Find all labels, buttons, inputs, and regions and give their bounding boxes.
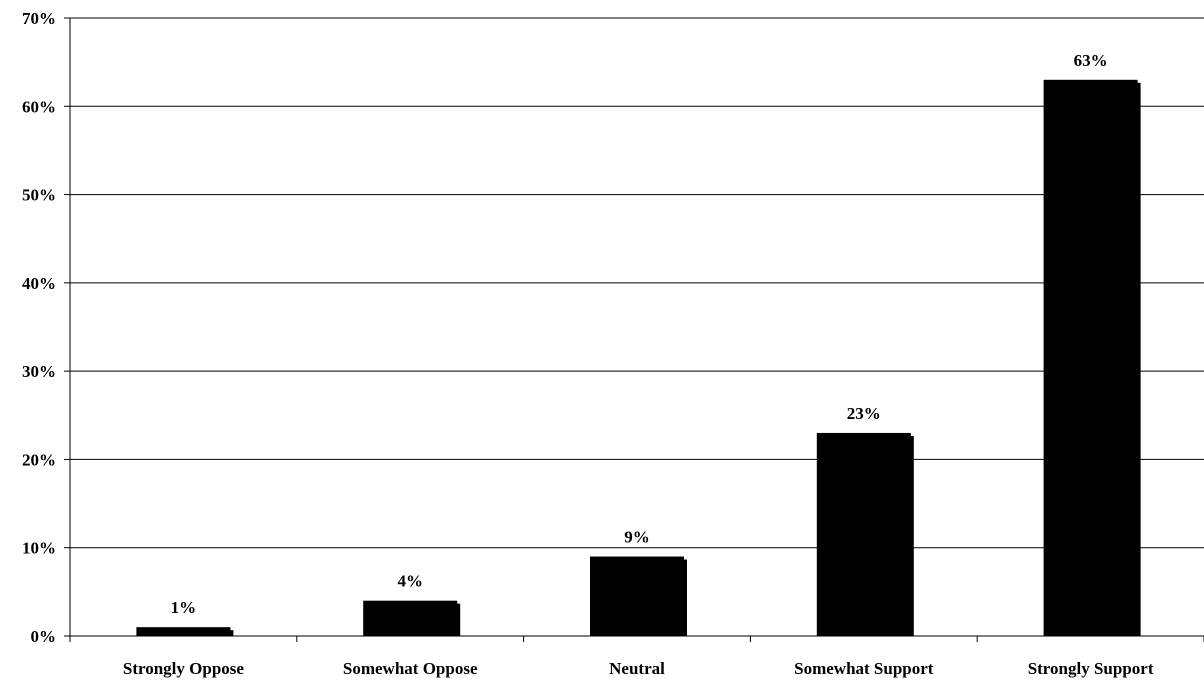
x-category-label: Neutral [609,659,665,678]
bar [590,557,684,636]
bar [136,627,230,636]
x-axis-category-labels: Strongly Oppose Somewhat Oppose Neutral Som… [123,659,1154,678]
y-tick-label: 0% [31,627,57,646]
bar-data-label: 4% [397,572,423,591]
y-tick-label: 60% [22,97,56,116]
bar [1044,80,1138,636]
bar-data-label: 9% [624,528,650,547]
y-tick-label: 70% [22,9,56,28]
bars [136,80,1140,636]
axes [70,18,1204,642]
x-category-label: Somewhat Support [794,659,934,678]
y-tick-label: 50% [22,186,56,205]
y-tick-label: 10% [22,539,56,558]
y-tick-label: 30% [22,362,56,381]
y-tick-label: 20% [22,450,56,469]
bar [363,601,457,636]
data-labels: 1% 4% 9% 23% 63% [171,51,1108,617]
x-category-label: Strongly Support [1028,659,1154,678]
y-tick-label: 40% [22,274,56,293]
y-axis-ticks: 0% 10% 20% 30% 40% 50% 60% 70% [22,9,70,646]
bar-data-label: 23% [847,404,881,423]
x-category-label: Somewhat Oppose [343,659,478,678]
bar [817,433,911,636]
gridlines [70,18,1204,548]
x-category-label: Strongly Oppose [123,659,245,678]
bar-data-label: 1% [171,598,197,617]
bar-data-label: 63% [1074,51,1108,70]
